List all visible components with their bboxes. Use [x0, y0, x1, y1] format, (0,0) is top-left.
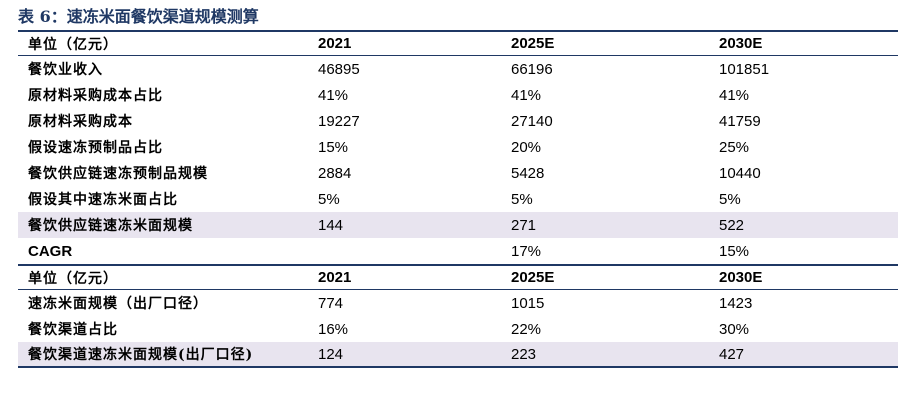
row-label: 餐饮供应链速冻预制品规模	[28, 166, 208, 182]
cell-2025e: 271	[511, 216, 537, 234]
table-row: 餐饮业收入 46895 66196 101851	[18, 56, 898, 82]
cell-2021: 144	[318, 216, 344, 234]
cell-2030e: 1423	[719, 294, 753, 312]
cell-2030e: 41759	[719, 112, 761, 130]
row-label: 假设速冻预制品占比	[28, 140, 163, 156]
cell-2021: 19227	[318, 112, 360, 130]
row-label: 原材料采购成本占比	[28, 88, 163, 104]
row-label: CAGR	[28, 242, 73, 260]
cell-2030e: 15%	[719, 242, 750, 260]
cell-2025e: 22%	[511, 320, 542, 338]
cell-2021: 46895	[318, 60, 360, 78]
cell-2021: 774	[318, 294, 344, 312]
table-row-highlighted: 餐饮渠道速冻米面规模(出厂口径) 124 223 427	[18, 342, 898, 368]
cell-2030e: 522	[719, 216, 745, 234]
header-unit: 单位（亿元）	[28, 36, 118, 53]
table-row-highlighted: 餐饮供应链速冻米面规模 144 271 522	[18, 212, 898, 238]
cell-2025e: 20%	[511, 138, 542, 156]
table-row: 餐饮渠道占比 16% 22% 30%	[18, 316, 898, 342]
row-label: 假设其中速冻米面占比	[28, 192, 178, 208]
header-2021: 2021	[318, 35, 352, 52]
cell-2025e: 66196	[511, 60, 553, 78]
header-2021: 2021	[318, 269, 352, 286]
cell-2030e: 10440	[719, 164, 761, 182]
table-title: 表 6：速冻米面餐饮渠道规模测算	[18, 7, 259, 26]
row-label: 餐饮渠道占比	[28, 322, 118, 338]
table-row: 原材料采购成本占比 41% 41% 41%	[18, 82, 898, 108]
cell-2021: 124	[318, 345, 344, 363]
cell-2021: 15%	[318, 138, 349, 156]
estimate-table: 单位（亿元） 2021 2025E 2030E 餐饮业收入 46895 6619…	[18, 30, 898, 368]
cell-2025e: 41%	[511, 86, 542, 104]
row-label: 餐饮供应链速冻米面规模	[28, 218, 193, 234]
cell-2021: 2884	[318, 164, 352, 182]
cell-2025e: 5428	[511, 164, 545, 182]
header-2025e: 2025E	[511, 35, 555, 52]
table-row: 速冻米面规模（出厂口径） 774 1015 1423	[18, 290, 898, 316]
cell-2025e: 17%	[511, 242, 542, 260]
table-row-cagr: CAGR 17% 15%	[18, 238, 898, 264]
header-2025e: 2025E	[511, 269, 555, 286]
cell-2025e: 27140	[511, 112, 553, 130]
cell-2025e: 1015	[511, 294, 545, 312]
header-unit: 单位（亿元）	[28, 270, 118, 287]
table-row: 餐饮供应链速冻预制品规模 2884 5428 10440	[18, 160, 898, 186]
table-header-row: 单位（亿元） 2021 2025E 2030E	[18, 30, 898, 56]
cell-2030e: 41%	[719, 86, 750, 104]
row-label: 餐饮业收入	[28, 62, 103, 78]
table-row: 假设速冻预制品占比 15% 20% 25%	[18, 134, 898, 160]
table-header-row: 单位（亿元） 2021 2025E 2030E	[18, 264, 898, 290]
cell-2021: 41%	[318, 86, 349, 104]
cell-2030e: 101851	[719, 60, 770, 78]
table-row: 原材料采购成本 19227 27140 41759	[18, 108, 898, 134]
row-label: 速冻米面规模（出厂口径）	[28, 296, 208, 312]
row-label: 餐饮渠道速冻米面规模(出厂口径)	[28, 347, 254, 363]
cell-2030e: 25%	[719, 138, 750, 156]
cell-2030e: 5%	[719, 190, 741, 208]
table-row: 假设其中速冻米面占比 5% 5% 5%	[18, 186, 898, 212]
cell-2030e: 30%	[719, 320, 750, 338]
header-2030e: 2030E	[719, 35, 763, 52]
cell-2030e: 427	[719, 345, 745, 363]
header-2030e: 2030E	[719, 269, 763, 286]
cell-2021: 16%	[318, 320, 349, 338]
cell-2025e: 223	[511, 345, 537, 363]
row-label: 原材料采购成本	[28, 114, 133, 130]
cell-2021: 5%	[318, 190, 340, 208]
cell-2025e: 5%	[511, 190, 533, 208]
